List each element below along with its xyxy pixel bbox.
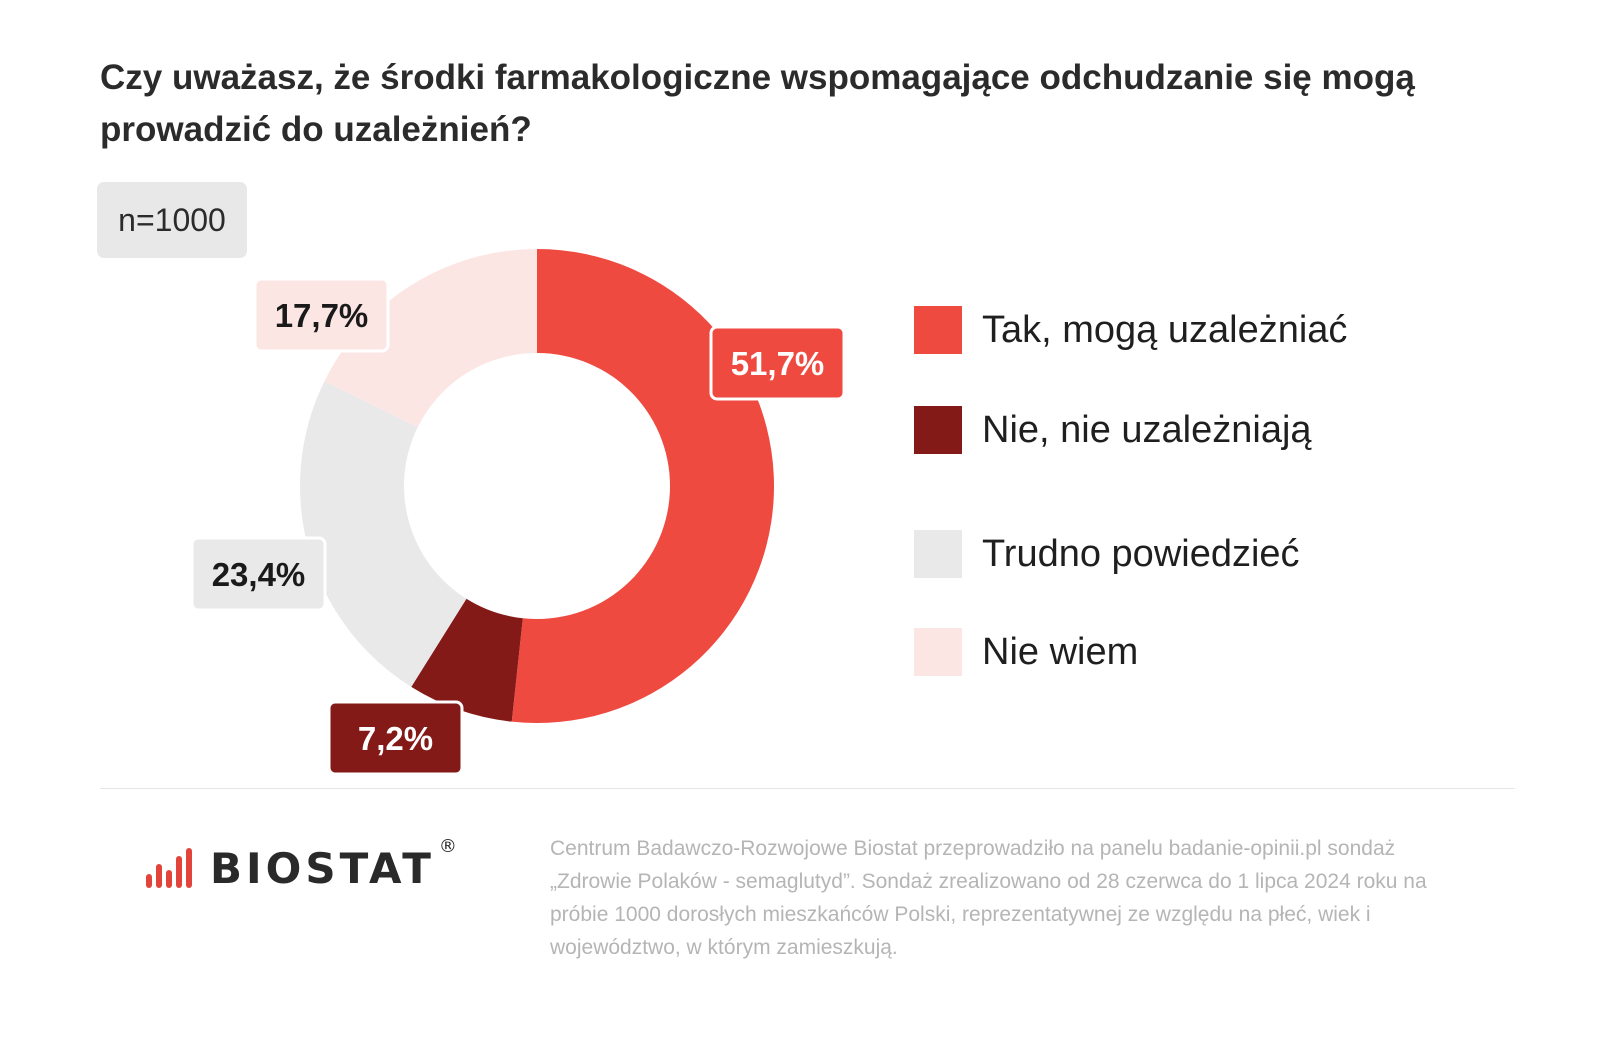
logo-wordmark: BIOSTAT	[210, 844, 435, 893]
legend-label: Nie wiem	[982, 630, 1139, 673]
value-label-box	[190, 536, 327, 612]
donut-slice-1	[511, 249, 775, 723]
value-label-text: 51,7%	[731, 345, 825, 382]
footer-divider	[100, 788, 1515, 789]
donut-slice-2	[411, 598, 523, 722]
legend-swatch	[914, 628, 962, 676]
value-label-2: 7,2%	[327, 700, 464, 776]
logo-bars-icon	[146, 846, 196, 888]
legend-item-nie-wiem: Nie wiem	[914, 628, 1138, 676]
legend-item-tak: Tak, mogą uzależniać	[914, 306, 1347, 354]
biostat-logo: BIOSTAT ®	[146, 836, 457, 893]
value-label-3: 23,4%	[190, 536, 327, 612]
legend-label: Nie, nie uzależniają	[982, 408, 1312, 451]
registered-mark: ®	[438, 836, 457, 857]
value-label-1: 51,7%	[709, 325, 846, 401]
donut-slice-3	[299, 381, 467, 687]
value-label-box	[709, 325, 846, 401]
methodology-note: Centrum Badawczo-Rozwojowe Biostat przep…	[550, 837, 1427, 959]
donut-slice-4	[324, 249, 537, 428]
sample-size-badge: n=1000	[97, 182, 247, 258]
legend-item-nie: Nie, nie uzależniają	[914, 406, 1312, 454]
legend-item-trudno: Trudno powiedzieć	[914, 530, 1300, 578]
value-label-box	[327, 700, 464, 776]
legend-label: Trudno powiedzieć	[982, 532, 1300, 575]
chart-title: Czy uważasz, że środki farmakologiczne w…	[100, 58, 1415, 149]
value-label-text: 7,2%	[358, 720, 433, 757]
legend-label: Tak, mogą uzależniać	[982, 308, 1348, 351]
value-label-text: 23,4%	[212, 556, 306, 593]
legend-swatch	[914, 530, 962, 578]
value-label-text: 17,7%	[275, 297, 369, 334]
donut-chart: 51,7% 7,2% 23,4% 17,7%	[190, 249, 846, 776]
value-label-4: 17,7%	[253, 277, 390, 353]
value-label-box	[253, 277, 390, 353]
legend-swatch	[914, 306, 962, 354]
legend-swatch	[914, 406, 962, 454]
